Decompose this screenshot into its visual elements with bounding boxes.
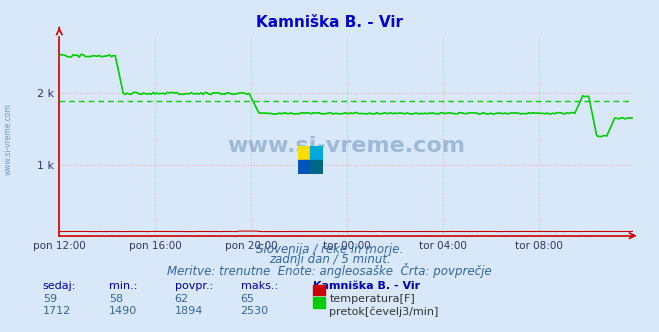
Bar — [313, 285, 325, 295]
Text: 62: 62 — [175, 294, 188, 304]
Text: 2530: 2530 — [241, 306, 269, 316]
Bar — [310, 160, 323, 174]
Text: 1894: 1894 — [175, 306, 203, 316]
Text: 65: 65 — [241, 294, 254, 304]
Text: min.:: min.: — [109, 281, 137, 290]
Text: povpr.:: povpr.: — [175, 281, 213, 290]
Text: 1712: 1712 — [43, 306, 71, 316]
Bar — [298, 146, 310, 160]
Text: Kamniška B. - Vir: Kamniška B. - Vir — [313, 281, 420, 290]
Text: maks.:: maks.: — [241, 281, 278, 290]
Bar — [313, 297, 325, 308]
Text: 59: 59 — [43, 294, 57, 304]
Bar — [310, 146, 323, 160]
Text: Meritve: trenutne  Enote: angleosaške  Črta: povprečje: Meritve: trenutne Enote: angleosaške Črt… — [167, 263, 492, 278]
Text: sedaj:: sedaj: — [43, 281, 76, 290]
Text: www.si-vreme.com: www.si-vreme.com — [3, 104, 13, 175]
Bar — [298, 160, 310, 174]
Text: www.si-vreme.com: www.si-vreme.com — [227, 136, 465, 156]
Text: 1490: 1490 — [109, 306, 137, 316]
Text: Slovenija / reke in morje.: Slovenija / reke in morje. — [256, 243, 403, 256]
Text: pretok[čevelj3/min]: pretok[čevelj3/min] — [330, 306, 439, 317]
Text: temperatura[F]: temperatura[F] — [330, 294, 415, 304]
Text: 58: 58 — [109, 294, 123, 304]
Text: Kamniška B. - Vir: Kamniška B. - Vir — [256, 15, 403, 30]
Text: zadnji dan / 5 minut.: zadnji dan / 5 minut. — [269, 253, 390, 266]
